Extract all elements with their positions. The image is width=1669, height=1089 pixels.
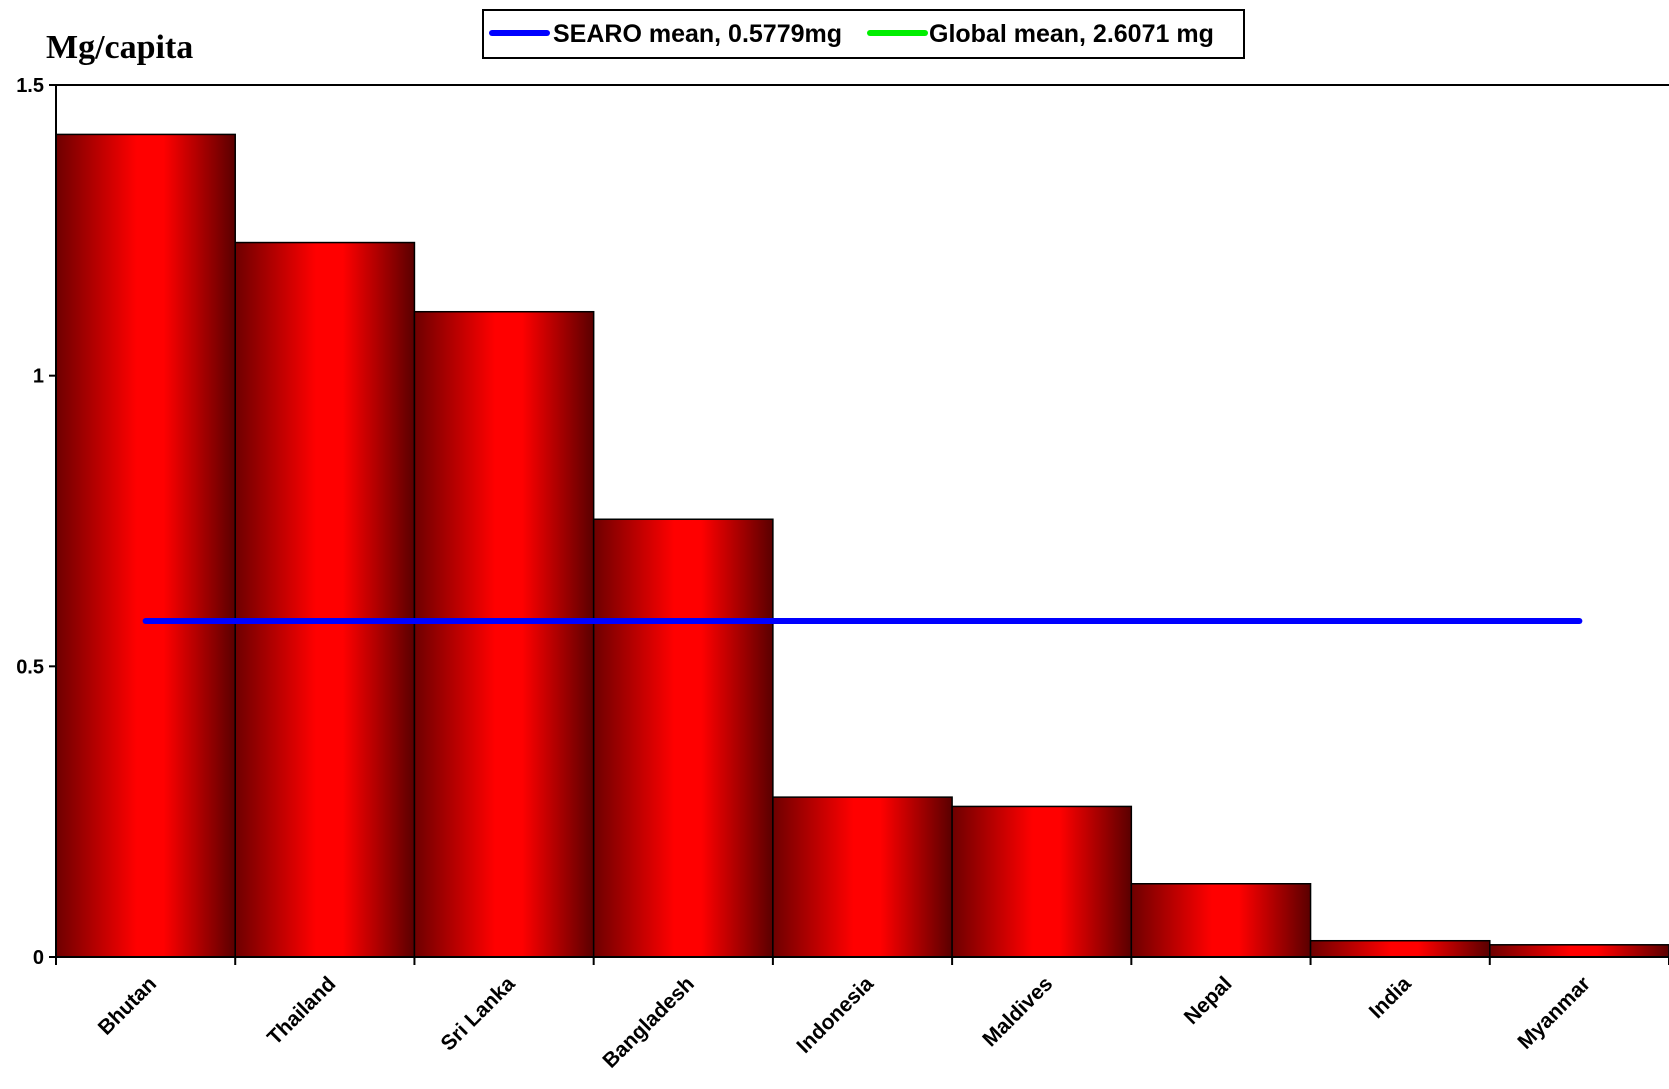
bar-thailand — [234, 241, 416, 958]
bar-india — [1309, 939, 1491, 958]
x-tick-label: India — [1365, 972, 1416, 1023]
y-tick-label: 1.5 — [16, 75, 44, 97]
legend-label-global: Global mean, 2.6071 mg — [929, 20, 1214, 48]
bar-sri-lanka — [413, 310, 595, 958]
x-tick-label: Myanmar — [1513, 972, 1594, 1053]
bar-bhutan — [55, 133, 236, 958]
y-tick-label: 0 — [33, 947, 44, 969]
bar-myanmar — [1489, 944, 1669, 958]
legend-label-searo: SEARO mean, 0.5779mg — [553, 20, 842, 48]
y-tick-label: 1 — [33, 366, 44, 388]
bar-nepal — [1130, 883, 1312, 958]
x-tick-label: Bangladesh — [598, 972, 698, 1072]
x-tick-label: Thailand — [263, 972, 340, 1049]
y-axis-title: Mg/capita — [46, 29, 193, 66]
legend: SEARO mean, 0.5779mg Global mean, 2.6071… — [482, 9, 1245, 59]
x-tick-label: Sri Lanka — [436, 972, 519, 1055]
x-tick-label: Maldives — [978, 972, 1057, 1051]
bar-maldives — [951, 805, 1133, 958]
y-tick-label: 0.5 — [16, 656, 44, 678]
y-ticks-group: 0 0.5 1 1.5 — [16, 75, 56, 969]
bar-indonesia — [772, 796, 953, 958]
legend-box — [482, 9, 1245, 59]
x-ticks-group: Bhutan Thailand Sri Lanka Bangladesh Indones… — [55, 957, 1669, 1073]
x-tick-label: Bhutan — [94, 972, 161, 1039]
bars-group — [55, 133, 1669, 958]
bar-bangladesh — [592, 518, 774, 958]
x-tick-label: Indonesia — [792, 972, 878, 1058]
x-tick-label: Nepal — [1180, 972, 1237, 1029]
